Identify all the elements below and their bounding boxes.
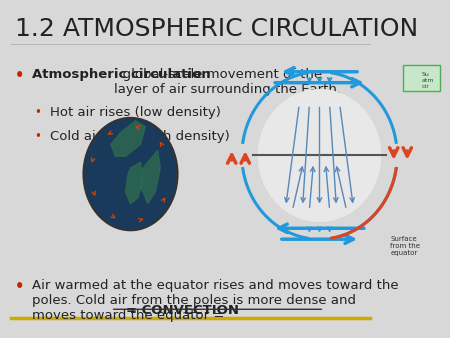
Text: •: •: [15, 279, 25, 294]
Text: 1.2 ATMOSPHERIC CIRCULATION: 1.2 ATMOSPHERIC CIRCULATION: [15, 17, 418, 41]
Text: = CONVECTION: = CONVECTION: [126, 304, 239, 317]
Text: •: •: [34, 106, 41, 119]
FancyBboxPatch shape: [403, 65, 441, 91]
Polygon shape: [140, 150, 160, 203]
Text: •: •: [34, 130, 41, 143]
Text: : global-scale movement of the
layer of air surrounding the Earth.: : global-scale movement of the layer of …: [114, 68, 342, 96]
Text: Su
atm
cir: Su atm cir: [422, 72, 434, 89]
Circle shape: [259, 90, 380, 221]
Polygon shape: [111, 121, 145, 156]
Text: Hot air rises (low density): Hot air rises (low density): [50, 106, 220, 119]
Circle shape: [84, 118, 177, 230]
Text: Surface
from the
equator: Surface from the equator: [391, 236, 420, 256]
Text: •: •: [15, 68, 25, 82]
Text: Cold air falls (high density): Cold air falls (high density): [50, 130, 230, 143]
Polygon shape: [126, 162, 143, 203]
Text: Atmospheric circulation: Atmospheric circulation: [32, 68, 211, 80]
Text: Air warmed at the equator rises and moves toward the
poles. Cold air from the po: Air warmed at the equator rises and move…: [32, 279, 399, 322]
